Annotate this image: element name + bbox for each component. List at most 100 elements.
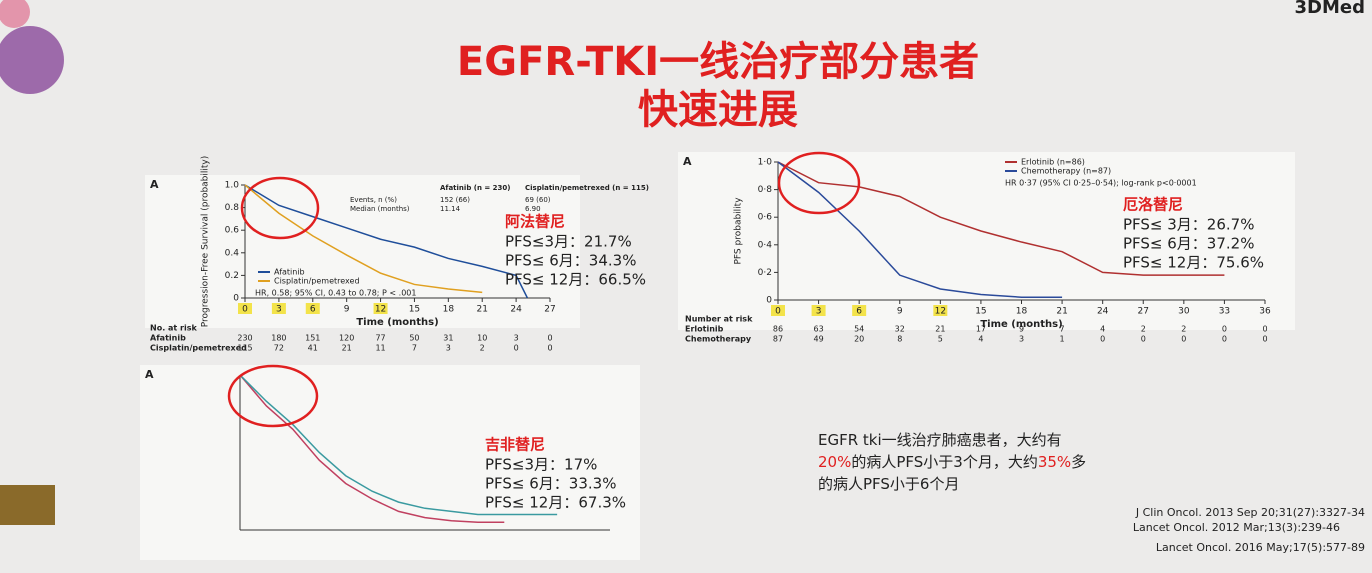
x-tick-label: 3	[816, 307, 822, 317]
at-risk-value: 7	[1060, 325, 1065, 334]
table-cell: 11.14	[440, 205, 461, 213]
tick-highlight	[238, 303, 252, 314]
panel-label: A	[145, 368, 154, 381]
legend-label: Cisplatin/pemetrexed	[274, 277, 360, 286]
at-risk-value: 41	[308, 344, 318, 353]
stats-text: HR 0·37 (95% CI 0·25–0·54); log-rank p<0…	[1005, 179, 1197, 188]
at-risk-name: Afatinib	[150, 334, 186, 343]
at-risk-value: 32	[895, 325, 905, 334]
tick-highlight	[933, 305, 948, 316]
tick-highlight	[373, 303, 388, 314]
at-risk-value: 3	[446, 344, 451, 353]
at-risk-name: Erlotinib	[685, 325, 724, 334]
at-risk-value: 2	[1181, 325, 1186, 334]
at-risk-value: 0	[547, 344, 552, 353]
x-tick-label: 0	[775, 307, 781, 317]
x-tick-label: 12	[935, 307, 946, 317]
at-risk-value: 3	[1019, 335, 1024, 344]
x-tick-label: 6	[856, 307, 862, 317]
at-risk-value: 21	[935, 325, 945, 334]
summary-text: EGFR tki一线治疗肺癌患者，大约有	[818, 431, 1062, 449]
reference: Lancet Oncol. 2016 May;17(5):577-89	[1156, 541, 1365, 554]
at-risk-value: 10	[477, 334, 487, 343]
tick-highlight	[771, 305, 785, 316]
at-risk-value: 17	[976, 325, 986, 334]
annotation-line: PFS≤ 6月：34.3%	[505, 252, 636, 270]
table-cell: Events, n (%)	[350, 196, 397, 204]
x-tick-label: 24	[1097, 307, 1109, 317]
legend-label: Erlotinib (n=86)	[1021, 158, 1085, 167]
x-tick-label: 3	[276, 305, 282, 315]
x-tick-label: 18	[443, 305, 455, 315]
charts: A00.20.40.60.81.00 3 6 9 12 15 18 21 24 27Progres…	[140, 151, 1295, 560]
table-cell: 6.90	[525, 205, 541, 213]
highlight-circle	[777, 151, 861, 215]
x-tick-label: 21	[1056, 307, 1067, 317]
km-curve	[244, 184, 483, 294]
at-risk-value: 54	[854, 325, 864, 334]
at-risk-value: 0	[1100, 335, 1105, 344]
summary-text: 多	[1071, 453, 1086, 471]
at-risk-value: 8	[897, 335, 902, 344]
table-cell: 152 (66)	[440, 196, 470, 204]
x-axis-label: Time (months)	[356, 317, 438, 328]
x-tick-label: 6	[310, 305, 316, 315]
panel-label: A	[683, 155, 692, 168]
at-risk-value: 230	[237, 334, 252, 343]
x-tick-label: 21	[476, 305, 487, 315]
legend-label: Afatinib	[274, 268, 305, 277]
title: EGFR-TKI一线治疗部分患者	[457, 39, 979, 85]
annotation-line: PFS≤ 12月：66.5%	[505, 271, 646, 289]
at-risk-value: 2	[1141, 325, 1146, 334]
at-risk-value: 87	[773, 335, 783, 344]
at-risk-value: 0	[1262, 335, 1267, 344]
at-risk-value: 2	[480, 344, 485, 353]
annotation-title: 厄洛替尼	[1123, 196, 1183, 214]
summary-text: 的病人PFS小于6个月	[818, 475, 959, 493]
x-tick-label: 36	[1259, 307, 1271, 317]
at-risk-value: 115	[237, 344, 252, 353]
at-risk-value: 11	[375, 344, 385, 353]
summary-highlight: 35%	[1038, 453, 1071, 471]
y-tick-label: 0·2	[758, 268, 772, 278]
decoration	[0, 0, 30, 28]
table-header: Afatinib (n = 230)	[440, 184, 511, 192]
y-tick-label: 0	[233, 294, 239, 304]
annotation-line: PFS≤ 6月：37.2%	[1123, 235, 1254, 253]
name-tag	[0, 485, 55, 525]
x-tick-label: 9	[344, 305, 350, 315]
table-header: Cisplatin/pemetrexed (n = 115)	[525, 184, 649, 192]
km-curve	[777, 161, 1225, 276]
plot-area	[145, 175, 580, 328]
annotation-line: PFS≤ 6月：33.3%	[485, 475, 616, 493]
reference: Lancet Oncol. 2012 Mar;13(3):239-46	[1133, 521, 1340, 534]
decoration	[0, 26, 64, 94]
summary-highlight: 20%	[818, 453, 851, 471]
annotation-title: 阿法替尼	[505, 213, 565, 231]
highlight-circle	[240, 176, 320, 240]
y-tick-label: 1.0	[225, 181, 240, 191]
y-tick-label: 0.2	[225, 271, 239, 281]
y-tick-label: 0.8	[225, 203, 240, 213]
at-risk-value: 0	[1222, 325, 1227, 334]
x-tick-label: 15	[409, 305, 420, 315]
y-tick-label: 0	[766, 296, 772, 306]
at-risk-value: 50	[409, 334, 419, 343]
title: 快速进展	[638, 87, 798, 133]
y-tick-label: 0·6	[758, 213, 773, 223]
at-risk-value: 9	[1019, 325, 1024, 334]
at-risk-value: 49	[813, 335, 823, 344]
km-curve	[777, 161, 1063, 298]
at-risk-value: 21	[342, 344, 352, 353]
annotation-line: PFS≤3月：17%	[485, 456, 597, 474]
at-risk-value: 0	[1141, 335, 1146, 344]
legend-label: Chemotherapy (n=87)	[1021, 167, 1111, 176]
at-risk-value: 31	[443, 334, 453, 343]
at-risk-value: 63	[813, 325, 823, 334]
at-risk-title: Number at risk	[685, 315, 753, 324]
at-risk-value: 77	[375, 334, 385, 343]
annotation-line: PFS≤ 3月：26.7%	[1123, 216, 1254, 234]
y-axis-label: PFS probability	[734, 197, 744, 265]
km-curve	[239, 374, 505, 523]
y-axis-label: Progression-Free Survival (probability)	[201, 156, 211, 328]
